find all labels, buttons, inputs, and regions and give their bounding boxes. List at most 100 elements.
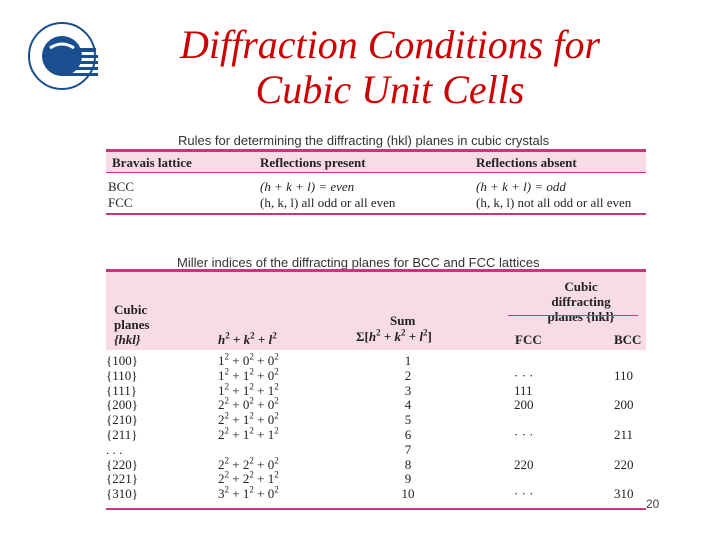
cell-sum: 5 <box>404 412 412 428</box>
slide-title: Diffraction Conditions for Cubic Unit Ce… <box>110 22 670 112</box>
cell-sum: 4 <box>404 397 412 413</box>
header-subrule <box>508 315 638 316</box>
cell-fcc: · · · <box>514 427 534 442</box>
header-reflections-absent: Reflections absent <box>476 155 577 170</box>
cell-lattice: FCC <box>108 195 133 210</box>
header-cubic-diffracting-planes: Cubic diffracting planes {hkl} <box>536 279 626 324</box>
cell-plane: {220} <box>106 456 138 472</box>
square-base: 2 <box>218 427 225 442</box>
square-base: 0 <box>267 456 275 472</box>
square-base: 0 <box>267 397 275 413</box>
cell-square-sum: 22 + 12 + 12 <box>218 425 279 442</box>
cell-square-sum: 12 + 02 + 02 <box>218 351 279 368</box>
header-cubic-line-1: Cubic <box>564 279 598 294</box>
square-base: 0 <box>267 367 275 383</box>
table1-bottom-rule <box>106 213 646 215</box>
title-line-2: Cubic Unit Cells <box>255 67 525 112</box>
square-base: 0 <box>267 412 275 428</box>
cell-square-sum: 22 + 12 + 02 <box>218 410 279 428</box>
title-line-1: Diffraction Conditions for <box>179 22 601 67</box>
square-base: 1 <box>218 353 225 368</box>
square-base: 1 <box>218 382 225 398</box>
cell-fcc: 111 <box>514 382 533 398</box>
cell-lattice: BCC <box>108 179 135 194</box>
cell-square-sum: 12 + 12 + 02 <box>218 366 279 383</box>
cell-bcc: 200 <box>614 397 634 413</box>
square-base: 0 <box>267 486 275 502</box>
cell-sum: 1 <box>404 353 412 368</box>
square-base: 1 <box>218 367 225 383</box>
university-logo <box>28 22 98 90</box>
header-bcc: BCC <box>614 332 642 347</box>
header-fcc: FCC <box>515 332 542 347</box>
cell-plane: {100} <box>106 353 138 368</box>
header-planes-line-3: {hkl} <box>114 332 141 347</box>
cell-square-sum: 22 + 22 + 12 <box>218 470 279 487</box>
square-base: 2 <box>242 471 250 487</box>
square-base: 2 <box>242 456 250 472</box>
cell-fcc: 220 <box>514 456 534 472</box>
table1-top-rule <box>106 149 646 152</box>
cell-sum: 10 <box>401 486 415 502</box>
square-base: 1 <box>242 367 250 383</box>
square-base: 1 <box>242 486 250 502</box>
table2-header-background <box>106 272 646 350</box>
table2-top-rule <box>106 269 646 272</box>
header-planes-line-1: Cubic <box>114 302 148 317</box>
miller-indices-table: Cubic planes {hkl} h2 + k2 + l2 Sum Σ[h2… <box>106 269 646 511</box>
square-base: 1 <box>267 427 275 442</box>
cell-bcc: 220 <box>614 456 634 472</box>
table-row: BCC (h + k + l) = even (h + k + l) = odd <box>106 178 646 194</box>
header-planes-line-2: planes <box>114 317 150 332</box>
square-base: 1 <box>242 427 250 442</box>
cell-sum: 3 <box>404 382 412 398</box>
cell-square-sum: 22 + 02 + 02 <box>218 396 279 413</box>
cell-fcc: · · · <box>514 486 534 502</box>
cell-sum: 2 <box>404 367 412 383</box>
header-sum: Sum <box>390 313 416 328</box>
table1-caption: Rules for determining the diffracting (h… <box>178 133 550 148</box>
square-base: 1 <box>267 471 275 487</box>
square-base: 3 <box>218 486 225 502</box>
cell-sum: 7 <box>404 441 412 457</box>
cell-square-sum: 12 + 12 + 12 <box>218 381 279 398</box>
table-row: FCC (h, k, l) all odd or all even (h, k,… <box>106 194 646 210</box>
page-number: 20 <box>646 497 660 511</box>
header-bravais-lattice: Bravais lattice <box>112 155 192 170</box>
cell-plane: {111} <box>106 382 138 398</box>
square-base: 1 <box>242 412 250 428</box>
cell-absent: (h, k, l) not all odd or all even <box>476 195 632 210</box>
table2-bottom-rule <box>106 508 646 510</box>
cell-plane: {221} <box>106 471 138 487</box>
table2-caption: Miller indices of the diffracting planes… <box>177 255 540 270</box>
header-sum-formula: Σ[h2 + k2 + l2] <box>356 327 432 344</box>
cell-absent: (h + k + l) = odd <box>476 179 566 194</box>
square-base: 0 <box>267 353 275 368</box>
cell-plane: {110} <box>106 367 138 383</box>
cell-plane: {200} <box>106 397 138 413</box>
header-h2k2l2: h2 + k2 + l2 <box>218 330 277 347</box>
cell-fcc: · · · <box>514 367 534 383</box>
cell-plane: {211} <box>106 427 138 442</box>
header-cubic-line-3: planes {hkl} <box>547 309 615 324</box>
cell-present: (h, k, l) all odd or all even <box>260 195 396 210</box>
cell-square-sum: 22 + 22 + 02 <box>218 455 279 472</box>
header-reflections-present: Reflections present <box>260 155 366 170</box>
cell-sum: 6 <box>404 427 412 442</box>
cell-plane: . . . <box>106 441 123 457</box>
cell-bcc: 310 <box>614 486 634 502</box>
square-base: 2 <box>218 471 225 487</box>
header-cubic-planes: Cubic planes {hkl} <box>114 302 149 347</box>
cell-bcc: 110 <box>614 367 634 383</box>
cell-plane: {210} <box>106 412 138 428</box>
cell-bcc: 211 <box>614 427 634 442</box>
cell-square-sum: 32 + 12 + 02 <box>218 484 279 502</box>
diffraction-rules-table: Bravais lattice Reflections present Refl… <box>106 149 646 215</box>
square-base: 1 <box>267 382 275 398</box>
square-base: 1 <box>242 382 250 398</box>
table1-header-row: Bravais lattice Reflections present Refl… <box>106 152 646 172</box>
square-base: 2 <box>218 397 225 413</box>
table1-header-rule <box>106 172 646 173</box>
cell-sum: 9 <box>404 471 412 487</box>
cell-sum: 8 <box>404 456 412 472</box>
